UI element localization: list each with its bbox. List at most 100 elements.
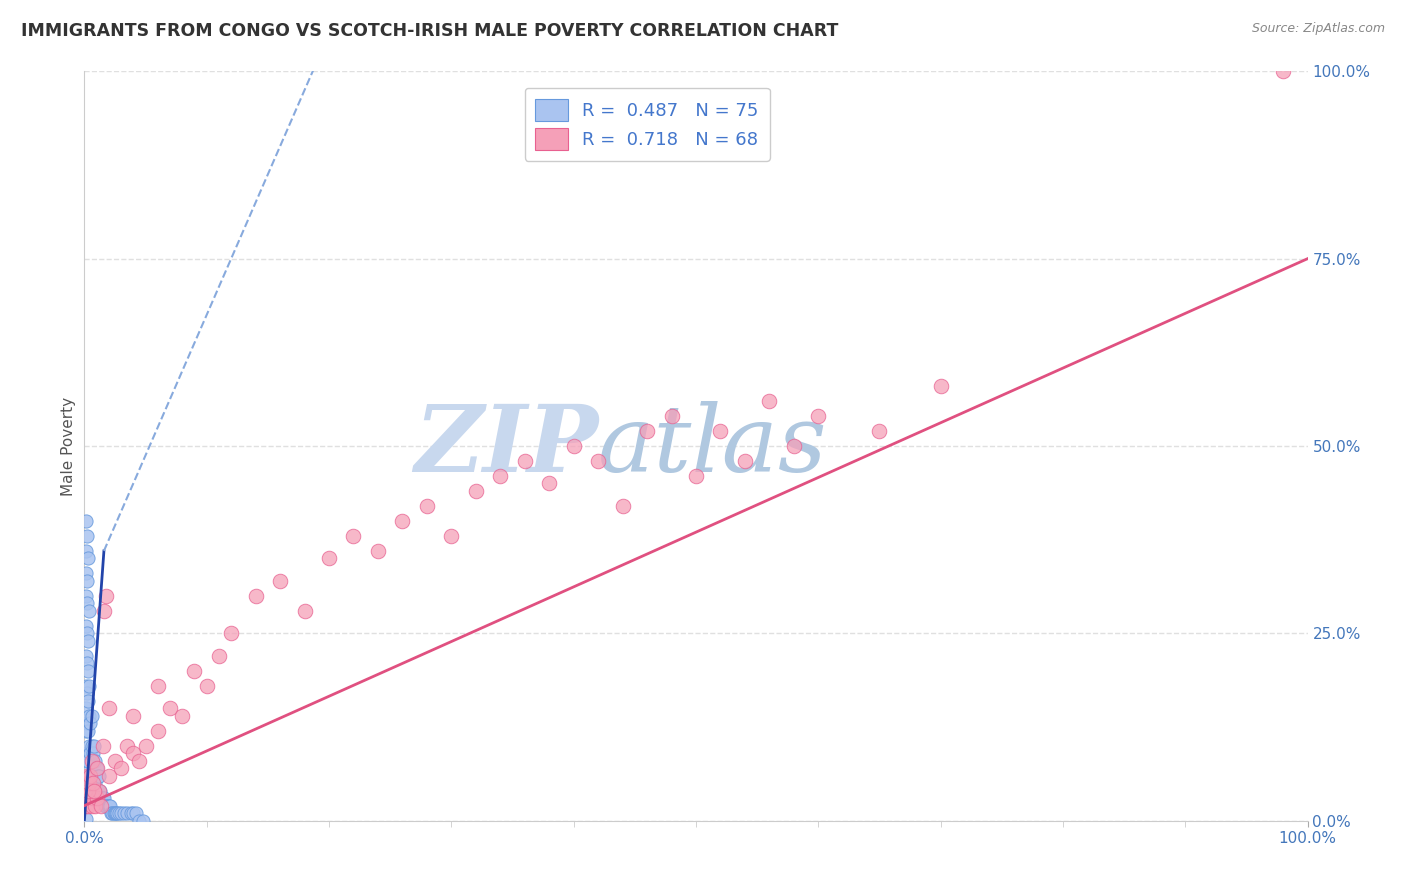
Point xyxy=(80,798,103,813)
Point xyxy=(83,783,105,797)
Point xyxy=(115,739,138,753)
Point xyxy=(96,798,118,813)
Y-axis label: Male Poverty: Male Poverty xyxy=(60,396,76,496)
Text: ZIP: ZIP xyxy=(413,401,598,491)
Point xyxy=(76,626,98,640)
Point xyxy=(87,791,110,805)
Point xyxy=(135,739,157,753)
Point xyxy=(94,798,117,813)
Point xyxy=(110,806,132,821)
Point xyxy=(97,701,120,715)
Point xyxy=(84,776,107,790)
Point xyxy=(342,529,364,543)
Point xyxy=(807,409,830,423)
Point xyxy=(367,544,389,558)
Point xyxy=(76,596,98,610)
Point xyxy=(76,686,98,700)
Point xyxy=(75,648,97,663)
Point xyxy=(115,806,138,821)
Point xyxy=(122,708,145,723)
Point xyxy=(391,514,413,528)
Point xyxy=(97,798,120,813)
Point xyxy=(77,708,100,723)
Point xyxy=(83,769,105,783)
Point xyxy=(87,769,110,783)
Text: atlas: atlas xyxy=(598,401,828,491)
Point xyxy=(101,806,124,821)
Point xyxy=(1272,64,1295,78)
Point xyxy=(538,476,561,491)
Legend: R =  0.487   N = 75, R =  0.718   N = 68: R = 0.487 N = 75, R = 0.718 N = 68 xyxy=(524,88,769,161)
Point xyxy=(82,776,104,790)
Point xyxy=(122,806,145,821)
Point xyxy=(93,791,115,805)
Point xyxy=(75,776,97,790)
Point xyxy=(159,701,181,715)
Point xyxy=(100,806,122,821)
Point xyxy=(75,754,97,768)
Point xyxy=(83,739,105,753)
Point xyxy=(76,746,98,760)
Point xyxy=(77,723,100,738)
Text: Source: ZipAtlas.com: Source: ZipAtlas.com xyxy=(1251,22,1385,36)
Point xyxy=(75,619,97,633)
Point xyxy=(416,499,439,513)
Point xyxy=(77,633,100,648)
Point xyxy=(146,679,169,693)
Point xyxy=(77,664,100,678)
Point xyxy=(87,783,110,797)
Point xyxy=(661,409,683,423)
Point xyxy=(80,739,103,753)
Point xyxy=(195,679,218,693)
Point xyxy=(758,394,780,409)
Point xyxy=(87,769,110,783)
Point xyxy=(87,783,110,797)
Point xyxy=(75,812,97,826)
Point xyxy=(93,604,115,618)
Point xyxy=(219,626,242,640)
Point xyxy=(464,483,486,498)
Point xyxy=(75,566,97,581)
Point xyxy=(76,657,98,671)
Point xyxy=(75,589,97,603)
Point xyxy=(83,783,105,797)
Point xyxy=(105,806,128,821)
Point xyxy=(122,746,145,760)
Point xyxy=(77,776,100,790)
Point xyxy=(86,761,108,775)
Point xyxy=(82,746,104,760)
Point xyxy=(103,806,125,821)
Point xyxy=(79,746,101,760)
Point xyxy=(77,783,100,797)
Point xyxy=(75,679,97,693)
Point xyxy=(146,723,169,738)
Point xyxy=(77,739,100,753)
Point xyxy=(77,769,100,783)
Point xyxy=(79,716,101,731)
Point xyxy=(128,814,150,828)
Point xyxy=(172,708,194,723)
Point xyxy=(86,791,108,805)
Point xyxy=(75,723,97,738)
Point xyxy=(245,589,267,603)
Point xyxy=(82,776,104,790)
Point xyxy=(105,806,128,821)
Point xyxy=(77,783,100,797)
Point xyxy=(929,379,952,393)
Point xyxy=(125,806,148,821)
Point xyxy=(77,694,100,708)
Point xyxy=(75,701,97,715)
Point xyxy=(562,439,585,453)
Point xyxy=(77,754,100,768)
Point xyxy=(183,664,205,678)
Point xyxy=(77,783,100,797)
Point xyxy=(869,424,891,438)
Point xyxy=(104,806,127,821)
Point xyxy=(77,679,100,693)
Point xyxy=(79,776,101,790)
Point xyxy=(89,783,111,797)
Point xyxy=(208,648,231,663)
Point xyxy=(80,708,103,723)
Point xyxy=(90,791,112,805)
Point xyxy=(76,529,98,543)
